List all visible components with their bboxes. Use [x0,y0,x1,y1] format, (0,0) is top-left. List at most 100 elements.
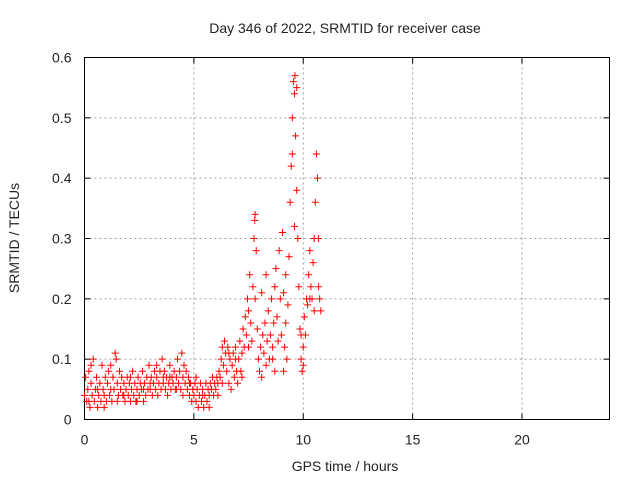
data-point [285,253,293,261]
data-point [199,391,207,399]
data-point [250,235,258,242]
data-point [295,283,303,291]
data-point [140,397,148,405]
data-point [224,343,232,351]
data-point [203,397,211,405]
data-point [231,343,239,351]
data-point [212,385,220,393]
data-point [158,355,166,363]
data-point [309,259,317,267]
data-point [93,373,101,381]
data-point [113,397,121,405]
data-point [315,235,323,242]
data-point [273,313,281,321]
data-point [284,301,292,309]
data-point [306,247,314,255]
data-point [135,391,143,399]
data-point [262,271,270,279]
data-point [252,247,260,255]
data-point [291,90,298,98]
data-point [120,391,128,399]
data-point [310,307,318,315]
data-point [298,367,306,375]
data-point [85,397,93,405]
data-point [282,271,290,279]
data-point [85,367,93,375]
data-point [292,132,300,140]
x-tick-label: 20 [514,432,530,448]
data-point [89,355,97,363]
data-point [223,367,231,375]
data-point [312,150,320,158]
data-point [254,355,262,363]
data-point [107,361,115,369]
data-point [286,198,294,206]
data-point [134,373,142,381]
data-point [145,361,153,369]
data-point [297,355,305,363]
data-point [306,295,314,303]
data-point [164,391,172,399]
data-point [239,325,247,333]
data-point [237,367,245,375]
data-point [133,397,141,405]
x-tick-label: 0 [81,432,89,448]
data-point [160,367,168,375]
data-point [129,367,137,375]
data-point [159,373,167,381]
data-point [269,355,277,363]
data-point [278,228,286,236]
data-point [218,379,226,387]
data-point [221,337,228,345]
data-point [116,367,123,375]
data-point [241,313,249,321]
data-point [264,307,272,315]
data-point [281,343,289,351]
data-point [317,307,325,315]
data-point [253,325,261,333]
chart-title: Day 346 of 2022, SRMTID for receiver cas… [209,20,481,36]
data-point [101,373,109,381]
data-point [142,391,150,399]
tick-layer: 0 5 10 15 20 0 0.1 0.2 0.3 0.4 0.5 0.6 [52,50,610,448]
data-point [304,301,312,309]
y-tick-label: 0.1 [52,351,72,367]
data-point [315,283,323,291]
data-point [311,198,319,206]
data-point [217,355,225,363]
data-point [88,391,96,399]
data-point [234,379,242,387]
y-tick-label: 0 [64,412,72,428]
data-point [154,391,162,399]
data-point [110,385,118,393]
data-point [291,72,299,80]
data-point [299,361,307,369]
data-point [225,349,233,357]
data-point [258,373,266,381]
data-point [242,331,250,339]
data-point [86,403,94,411]
data-point [300,313,308,321]
data-point [282,319,290,327]
data-point [261,319,269,327]
data-point [228,361,236,369]
data-point [236,337,244,345]
data-point [271,283,279,291]
data-point [245,307,253,315]
data-point [258,289,266,297]
data-point [313,174,321,182]
data-point [289,78,297,86]
data-point [251,216,259,224]
data-point [113,379,121,387]
data-point [274,337,282,345]
data-point [248,337,256,345]
data-point [94,403,102,411]
data-point [219,361,227,369]
x-tick-label: 10 [295,432,311,448]
data-point [260,349,268,357]
data-point [172,373,180,381]
data-point [276,295,284,303]
data-point [112,355,120,363]
data-point [100,403,108,411]
data-point [316,295,324,303]
